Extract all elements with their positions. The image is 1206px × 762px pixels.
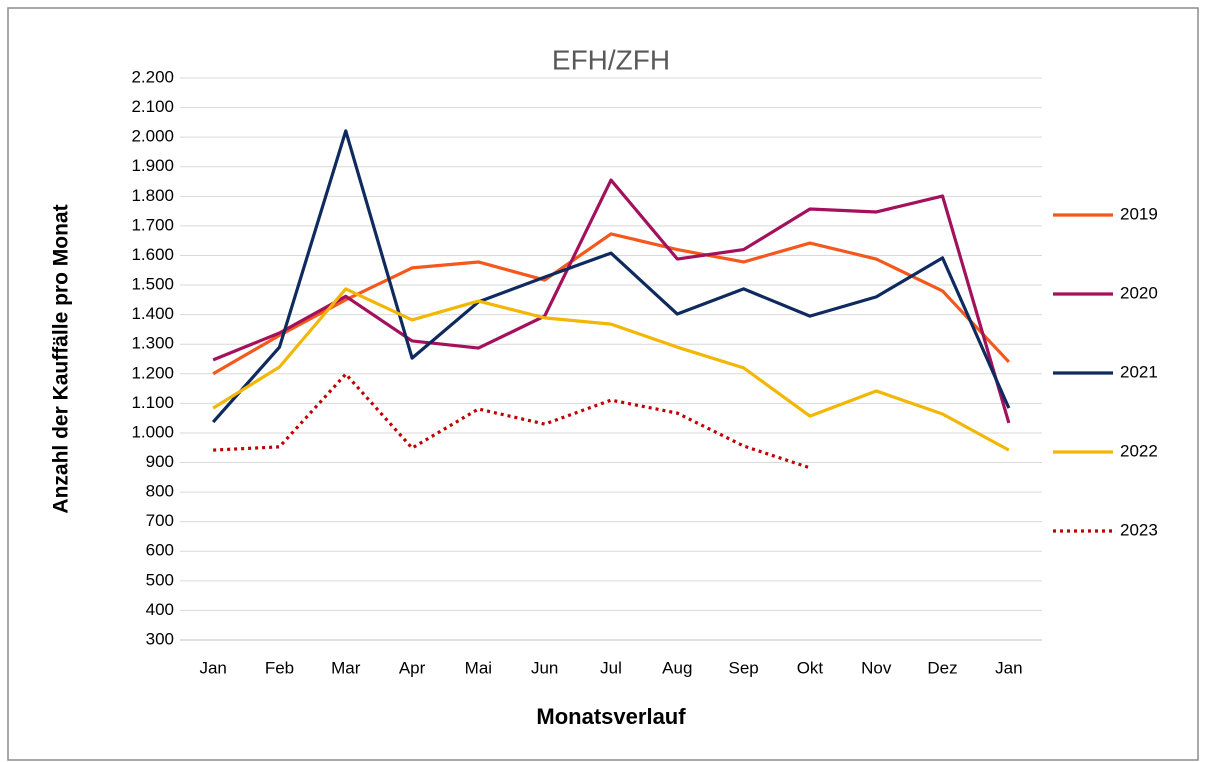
y-tick-label: 1.700 [131,215,174,234]
x-tick-label: Sep [728,658,758,677]
chart-title: EFH/ZFH [552,44,670,75]
legend-label: 2021 [1120,362,1158,381]
y-tick-label: 800 [146,482,174,501]
y-tick-label: 1.800 [131,186,174,205]
y-tick-label: 2.200 [131,67,174,86]
x-tick-label: Nov [861,658,892,677]
series-line [212,178,1011,424]
y-tick-label: 1.900 [131,156,174,175]
x-tick-label: Feb [265,658,294,677]
y-axis-label: Anzahl der Kauffälle pro Monat [50,204,73,513]
legend-label: 2019 [1120,204,1158,223]
y-tick-label: 900 [146,452,174,471]
x-tick-label: Jan [995,658,1022,677]
legend-label: 2022 [1120,441,1158,460]
y-tick-label: 1.100 [131,393,174,412]
y-tick-label: 1.500 [131,275,174,294]
y-tick-label: 700 [146,511,174,530]
y-tick-label: 300 [146,629,174,648]
y-tick-label: 1.300 [131,334,174,353]
x-tick-label: Jan [199,658,226,677]
x-tick-label: Okt [797,658,824,677]
x-axis-label: Monatsverlauf [536,704,686,729]
legend-label: 2020 [1120,283,1158,302]
x-tick-label: Aug [662,658,692,677]
y-tick-label: 1.400 [131,304,174,323]
y-tick-label: 2.100 [131,97,174,116]
y-tick-label: 1.000 [131,422,174,441]
x-tick-label: Jun [531,658,558,677]
x-tick-label: Dez [927,658,957,677]
legend-label: 2023 [1120,520,1158,539]
y-tick-label: 1.200 [131,363,174,382]
y-tick-label: 500 [146,570,174,589]
y-tick-label: 1.600 [131,245,174,264]
series-line [212,287,1010,452]
y-tick-label: 400 [146,600,174,619]
x-tick-label: Mar [331,658,361,677]
series-line [212,232,1011,376]
series-line [211,129,1011,424]
chart-border [7,7,1199,761]
x-tick-label: Apr [399,658,426,677]
x-tick-label: Mai [465,658,492,677]
y-tick-label: 2.000 [131,127,174,146]
x-tick-label: Jul [600,658,622,677]
y-tick-label: 600 [146,541,174,560]
